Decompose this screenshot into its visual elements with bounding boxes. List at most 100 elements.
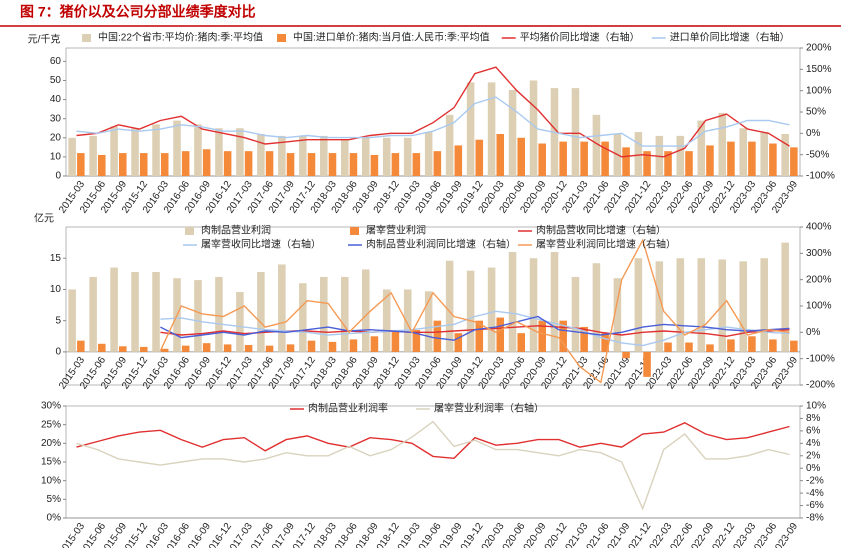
- bar: [412, 153, 421, 176]
- bar: [265, 345, 274, 352]
- y2-tick-label: 6%: [806, 426, 821, 437]
- bar: [676, 135, 685, 176]
- bar: [739, 261, 748, 352]
- line: [76, 422, 790, 460]
- y2-tick-label: 0%: [806, 463, 821, 474]
- y2-tick-label: -100%: [806, 171, 835, 182]
- bar: [466, 82, 475, 176]
- legend-label: 平均猪价同比增速（右轴）: [520, 31, 640, 44]
- bar: [68, 289, 76, 352]
- bar: [349, 339, 358, 352]
- bar: [781, 242, 789, 352]
- bar: [89, 276, 97, 352]
- bar: [601, 141, 609, 176]
- bar: [391, 153, 400, 176]
- y2-tick-label: 200%: [806, 43, 832, 54]
- bar: [340, 276, 349, 352]
- y-tick-label: 50: [50, 75, 62, 86]
- bar: [676, 258, 685, 352]
- bar: [307, 340, 316, 352]
- line: [76, 66, 790, 158]
- bar: [592, 114, 601, 176]
- bar: [98, 154, 106, 176]
- bar: [110, 267, 118, 352]
- legend-label: 肉制品营业利润: [201, 224, 271, 237]
- y2-tick-label: 100%: [806, 301, 832, 312]
- bar: [454, 145, 463, 176]
- y-tick-label: 40: [50, 94, 62, 105]
- bar: [194, 280, 202, 352]
- y2-tick-label: 50%: [806, 107, 826, 118]
- y-tick-label: 15: [50, 253, 62, 264]
- y2-tick-label: 300%: [806, 248, 832, 259]
- bar: [760, 132, 768, 176]
- bar: [592, 263, 601, 352]
- y-tick-label: 20%: [41, 438, 61, 449]
- bar: [173, 120, 181, 176]
- y-tick-label: 5%: [47, 494, 62, 505]
- bar: [664, 151, 672, 176]
- bar: [517, 333, 526, 352]
- bar: [139, 153, 148, 176]
- bar: [370, 336, 379, 352]
- bar: [244, 345, 253, 352]
- bar: [727, 339, 735, 352]
- legend-label: 中国:进口单价:猪肉:当月值:人民币:季:平均值: [293, 31, 490, 44]
- bar: [215, 276, 223, 352]
- bar: [739, 128, 748, 176]
- bar: [508, 90, 517, 176]
- bar: [215, 128, 223, 176]
- bar: [781, 133, 789, 176]
- bar: [160, 153, 169, 176]
- y-axis-label: 亿元: [34, 212, 54, 225]
- plot-area: [65, 405, 801, 519]
- bar: [580, 326, 588, 352]
- bar: [257, 271, 265, 352]
- bar: [706, 145, 714, 176]
- bar: [181, 151, 190, 176]
- bar: [202, 343, 211, 352]
- bar: [718, 112, 727, 176]
- bar: [475, 139, 484, 176]
- y-tick-label: 30: [50, 113, 62, 124]
- bar: [538, 143, 546, 176]
- y-tick-label: 10: [50, 152, 62, 163]
- y2-tick-label: 2%: [806, 450, 821, 461]
- bar: [77, 153, 85, 176]
- bar: [403, 289, 412, 352]
- bar: [748, 336, 756, 352]
- line: [76, 96, 790, 147]
- bar: [328, 153, 337, 176]
- bar: [181, 345, 190, 352]
- bar: [391, 330, 400, 352]
- page-title: 图 7：猪价以及公司分部业绩季度对比: [20, 4, 256, 20]
- bar: [433, 320, 442, 352]
- bar: [685, 151, 693, 176]
- line: [160, 315, 790, 341]
- bar: [697, 258, 706, 352]
- y-tick-label: 25%: [41, 419, 61, 430]
- bar: [98, 343, 106, 352]
- bar: [349, 153, 358, 176]
- bar: [643, 151, 651, 176]
- legend-label: 中国:22个省市:平均价:猪肉:季:平均值: [98, 31, 263, 44]
- bar: [236, 291, 244, 352]
- bar: [68, 137, 76, 176]
- legend-swatch: [185, 227, 194, 235]
- bar: [550, 251, 559, 352]
- bar: [278, 264, 286, 352]
- line: [159, 238, 790, 384]
- bar: [487, 267, 496, 352]
- bar: [152, 271, 160, 352]
- bar: [361, 137, 370, 176]
- bar: [454, 333, 463, 352]
- legend-swatch: [350, 227, 359, 235]
- bar: [433, 151, 442, 176]
- bar: [643, 351, 651, 377]
- bar: [760, 258, 768, 352]
- bar: [89, 135, 97, 176]
- bar: [790, 147, 798, 176]
- bar: [244, 151, 253, 176]
- y2-tick-label: -2%: [806, 475, 824, 486]
- bar: [299, 283, 307, 352]
